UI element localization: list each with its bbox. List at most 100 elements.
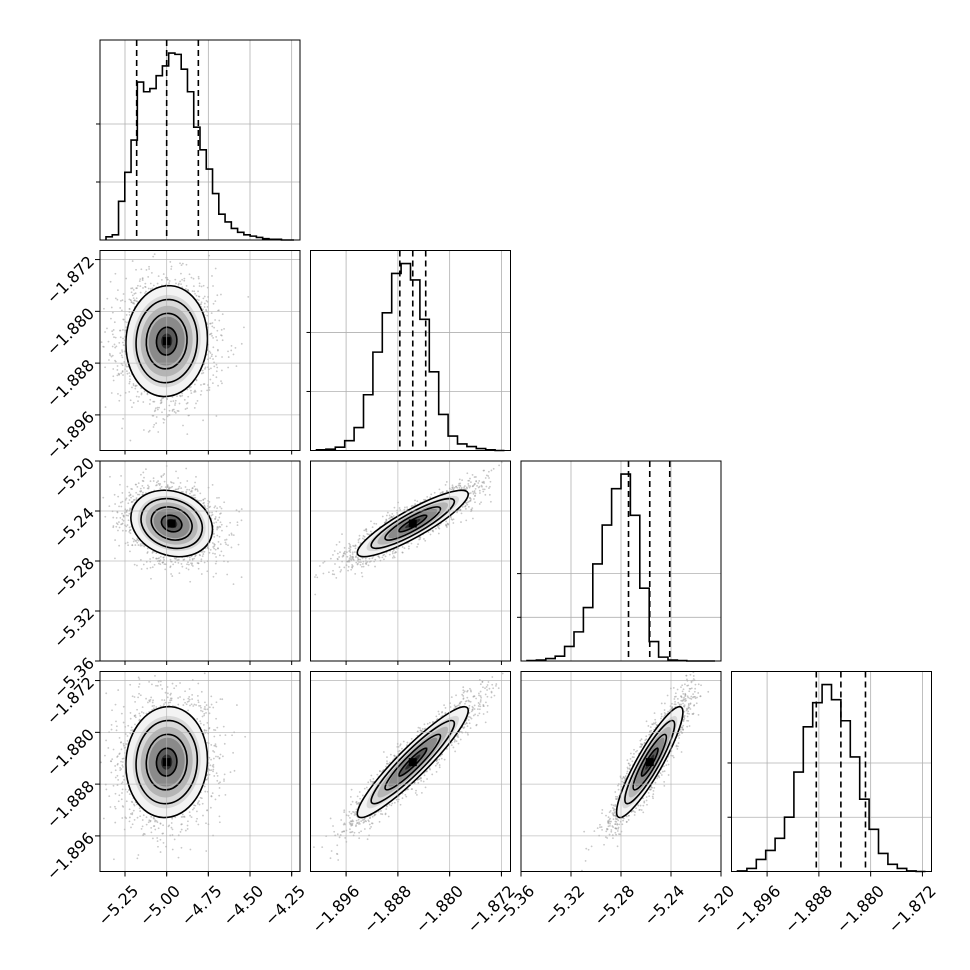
scatter-point bbox=[203, 550, 206, 553]
scatter-point bbox=[115, 517, 118, 519]
scatter-point bbox=[187, 568, 190, 571]
scatter-point bbox=[203, 561, 206, 564]
scatter-point bbox=[221, 382, 223, 385]
scatter-point bbox=[216, 366, 219, 369]
scatter-point bbox=[128, 499, 131, 501]
scatter-point bbox=[183, 247, 185, 249]
scatter-point bbox=[104, 406, 107, 408]
scatter-point bbox=[183, 279, 186, 282]
scatter-point bbox=[381, 556, 384, 559]
scatter-point bbox=[214, 267, 217, 270]
scatter-point bbox=[177, 558, 180, 561]
scatter-point bbox=[200, 301, 203, 304]
scatter-point bbox=[220, 328, 223, 331]
scatter-point bbox=[118, 521, 120, 523]
scatter-point bbox=[129, 550, 131, 553]
scatter-point bbox=[175, 470, 177, 473]
scatter-point bbox=[149, 558, 152, 560]
scatter-point bbox=[247, 295, 250, 298]
scatter-point bbox=[215, 336, 218, 338]
scatter-point bbox=[216, 507, 219, 510]
scatter-point bbox=[216, 528, 219, 531]
scatter-point bbox=[202, 498, 205, 501]
scatter-point bbox=[189, 492, 191, 495]
scatter-point bbox=[188, 558, 191, 561]
scatter-point bbox=[132, 297, 135, 300]
scatter-point bbox=[240, 519, 243, 522]
scatter-point bbox=[121, 364, 124, 367]
scatter-point bbox=[135, 395, 138, 398]
scatter-point bbox=[111, 333, 114, 336]
scatter-point bbox=[125, 326, 128, 328]
scatter-point bbox=[131, 386, 133, 389]
scatter-point bbox=[108, 352, 111, 355]
scatter-point bbox=[202, 553, 205, 555]
scatter-point bbox=[174, 412, 177, 414]
contour-line bbox=[150, 506, 193, 541]
scatter-point bbox=[111, 330, 114, 333]
scatter-point bbox=[128, 307, 131, 310]
scatter-point bbox=[139, 558, 142, 561]
scatter-point bbox=[179, 395, 182, 398]
scatter-point bbox=[211, 335, 213, 337]
scatter-point bbox=[169, 486, 172, 489]
scatter-point bbox=[191, 562, 194, 565]
scatter-point bbox=[121, 529, 124, 532]
scatter-point bbox=[219, 505, 221, 508]
scatter-point bbox=[116, 523, 119, 526]
scatter-point bbox=[181, 565, 184, 568]
scatter-point bbox=[131, 287, 134, 290]
scatter-point bbox=[135, 491, 138, 494]
scatter-point bbox=[196, 490, 199, 492]
panel-frame bbox=[99, 39, 301, 241]
scatter-point bbox=[362, 537, 364, 540]
scatter-point bbox=[460, 521, 462, 523]
scatter-point bbox=[114, 360, 117, 363]
scatter-point bbox=[139, 543, 142, 546]
scatter-point bbox=[123, 318, 125, 321]
scatter-point bbox=[126, 485, 129, 488]
scatter-point bbox=[212, 285, 214, 287]
scatter-point bbox=[142, 287, 144, 289]
scatter-point bbox=[240, 342, 243, 345]
scatter-point bbox=[162, 397, 165, 399]
scatter-point bbox=[109, 280, 112, 283]
scatter-point bbox=[197, 299, 200, 301]
scatter-point bbox=[197, 275, 200, 278]
scatter-point bbox=[175, 282, 177, 285]
scatter-point bbox=[166, 278, 169, 281]
scatter-point bbox=[192, 277, 195, 280]
scatter-point bbox=[205, 299, 208, 302]
scatter-point bbox=[163, 408, 166, 411]
scatter-point bbox=[112, 516, 115, 519]
scatter-point bbox=[139, 487, 142, 490]
scatter-point bbox=[216, 339, 219, 342]
scatter-point bbox=[162, 474, 165, 477]
scatter-point bbox=[184, 287, 187, 290]
scatter-point bbox=[314, 576, 316, 578]
scatter-point bbox=[117, 392, 119, 395]
scatter-point bbox=[200, 384, 202, 386]
scatter-point bbox=[213, 506, 216, 509]
scatter-point bbox=[211, 382, 214, 385]
scatter-point bbox=[453, 486, 456, 489]
scatter-point bbox=[214, 562, 217, 565]
scatter-point bbox=[160, 399, 163, 401]
contour-line bbox=[160, 514, 183, 533]
scatter-point bbox=[181, 394, 184, 397]
scatter-point bbox=[118, 399, 121, 402]
scatter-point bbox=[214, 505, 217, 508]
scatter-point bbox=[141, 479, 144, 482]
scatter-point bbox=[134, 544, 137, 546]
scatter-point bbox=[195, 554, 197, 556]
scatter-point bbox=[221, 356, 223, 358]
scatter-point bbox=[140, 490, 143, 492]
scatter-point bbox=[193, 391, 196, 393]
scatter-point bbox=[129, 508, 132, 511]
scatter-point bbox=[152, 477, 155, 480]
scatter-point bbox=[153, 410, 156, 413]
scatter-point bbox=[132, 540, 135, 543]
scatter-point bbox=[128, 372, 131, 374]
scatter-point bbox=[152, 426, 155, 428]
scatter-point bbox=[130, 287, 133, 290]
